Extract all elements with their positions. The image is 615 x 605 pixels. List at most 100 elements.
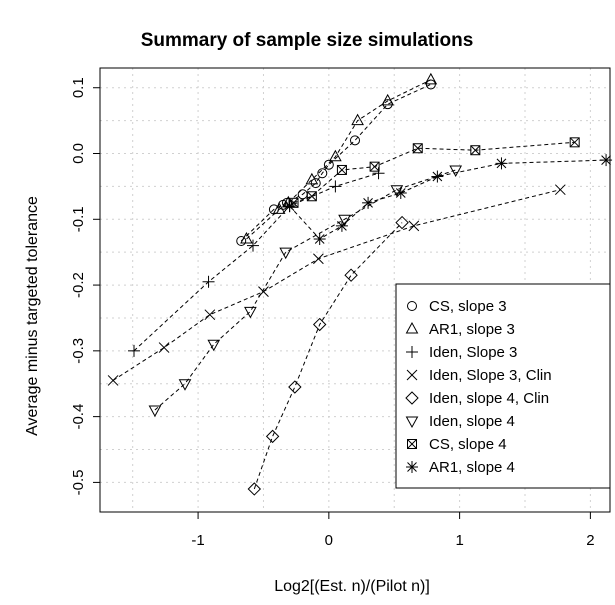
legend-item: Iden, Slope 3, Clin (406, 367, 552, 384)
legend-item: Iden, slope 4 (405, 413, 515, 430)
legend-item: AR1, slope 3 (405, 321, 515, 338)
data-point (323, 159, 334, 170)
data-point (405, 391, 419, 405)
data-point (407, 439, 417, 449)
legend-box (395, 283, 611, 489)
y-tick-label: 0.0 (70, 143, 87, 164)
data-point (236, 235, 247, 246)
series-line (240, 83, 432, 242)
data-point (424, 72, 438, 85)
data-point (382, 99, 393, 110)
data-point (313, 233, 326, 246)
data-point (350, 135, 360, 146)
legend-label: Iden, slope 4, Clin (429, 390, 549, 407)
data-point (431, 170, 444, 183)
series (247, 215, 409, 496)
data-point (310, 178, 321, 189)
data-point (329, 149, 342, 162)
y-tick-label: -0.1 (70, 206, 87, 232)
y-tick-label: -0.5 (70, 469, 87, 495)
legend-label: CS, slope 3 (429, 298, 507, 315)
data-point (148, 405, 162, 418)
data-point (344, 268, 358, 282)
data-point (407, 301, 417, 311)
data-point (569, 137, 580, 148)
y-axis-label: Average minus targeted tolerance (24, 196, 41, 436)
data-point (272, 202, 286, 214)
data-point (336, 164, 347, 175)
data-point (312, 317, 327, 332)
x-axis: -1 0 1 2 (191, 512, 595, 549)
data-point (335, 219, 348, 232)
legend-label: Iden, Slope 3, Clin (429, 367, 552, 384)
data-point (207, 339, 221, 352)
data-point (305, 172, 319, 185)
y-tick-label: -0.4 (70, 404, 87, 430)
data-point (288, 380, 302, 394)
data-point (202, 275, 215, 288)
legend-item: Iden, Slope 3 (406, 344, 517, 361)
data-point (128, 344, 140, 357)
data-point (265, 429, 280, 444)
legend-label: Iden, Slope 3 (429, 344, 517, 361)
data-point (495, 157, 508, 170)
data-point (279, 247, 293, 260)
data-point (390, 185, 404, 197)
data-point (313, 253, 324, 265)
data-point (204, 309, 216, 321)
data-point (381, 93, 395, 106)
x-axis-label: Log2[(Est. n)/(Pilot n)] (274, 578, 430, 595)
data-point (247, 482, 262, 496)
y-tick-label: -0.3 (70, 338, 87, 364)
series-line (154, 169, 456, 411)
data-point (306, 191, 317, 202)
series (240, 72, 438, 244)
legend-item: CS, slope 3 (407, 298, 507, 315)
data-point (362, 196, 375, 209)
data-point (317, 168, 328, 179)
data-point (408, 220, 420, 232)
series-layer (107, 72, 613, 496)
data-point (406, 461, 418, 473)
data-point (372, 167, 385, 180)
y-tick-label: 0.1 (70, 77, 87, 98)
series (288, 137, 580, 208)
data-point (369, 161, 380, 172)
series-line (133, 172, 379, 352)
data-point (600, 154, 613, 167)
data-point (158, 342, 170, 353)
data-point (449, 165, 463, 177)
data-point (178, 379, 192, 391)
data-point (107, 375, 119, 386)
data-point (394, 186, 407, 199)
data-point (406, 346, 418, 358)
legend-label: Iden, slope 4 (429, 413, 515, 430)
series (107, 184, 566, 386)
x-tick-label: 0 (325, 532, 333, 549)
x-tick-label: 1 (455, 532, 463, 549)
legend: CS, slope 3 AR1, slope 3 Iden, Slope 3 Iden… (395, 283, 611, 489)
legend-item: CS, slope 4 (407, 436, 507, 453)
data-point (247, 239, 259, 252)
series-line (246, 79, 432, 240)
data-point (244, 306, 257, 319)
series-line (253, 222, 403, 490)
data-point (405, 321, 419, 334)
series (283, 154, 613, 246)
data-point (283, 200, 296, 213)
y-tick-label: -0.2 (70, 272, 87, 298)
series (128, 167, 385, 357)
data-point (240, 231, 253, 244)
legend-label: AR1, slope 4 (429, 459, 515, 476)
x-tick-label: -1 (191, 532, 204, 549)
data-point (412, 143, 423, 154)
data-point (395, 215, 409, 230)
chart-title: Summary of sample size simulations (141, 30, 474, 51)
data-point (470, 145, 481, 156)
x-tick-label: 2 (586, 532, 594, 549)
legend-item: Iden, slope 4, Clin (405, 390, 549, 407)
data-point (329, 180, 342, 193)
data-point (351, 113, 364, 126)
data-point (554, 184, 566, 196)
